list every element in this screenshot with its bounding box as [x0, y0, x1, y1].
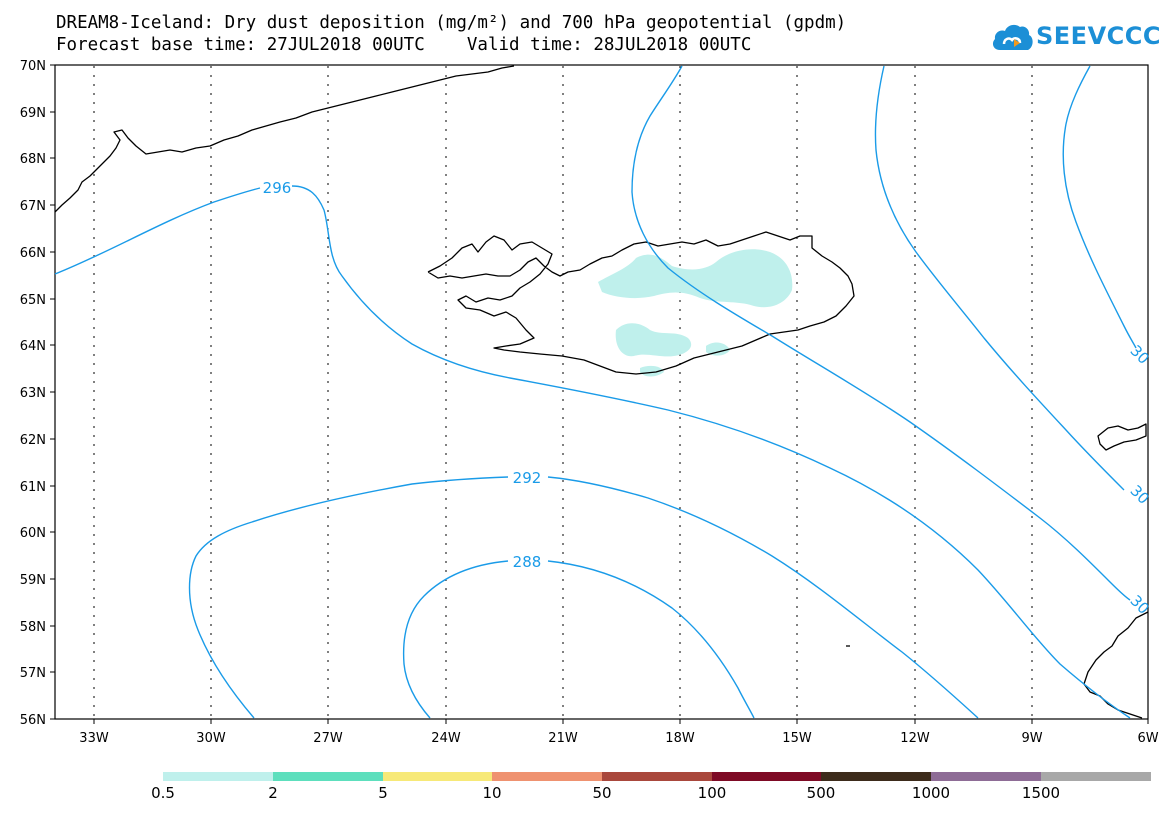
plot-frame	[54, 64, 1149, 720]
latitude-axis	[50, 64, 55, 720]
lat-label: 63N	[20, 386, 46, 401]
longitude-gridlines	[93, 66, 1033, 718]
dust-area-south-coast	[640, 365, 664, 377]
greenland-coast	[54, 65, 515, 213]
contour-300-c	[1062, 65, 1137, 349]
contour-300-b	[874, 65, 1125, 491]
cloud-icon	[992, 24, 1033, 50]
contour-288	[402, 560, 755, 719]
contour-296	[54, 185, 1131, 719]
lat-label: 69N	[20, 106, 46, 121]
contour-label-292: 292	[513, 469, 542, 487]
dust-deposition-areas	[598, 249, 793, 377]
map-title: DREAM8-Iceland: Dry dust deposition (mg/…	[56, 13, 847, 33]
latitude-labels: 70N 69N 68N 67N 66N 65N 64N 63N 62N 61N …	[20, 59, 46, 728]
lat-label: 62N	[20, 433, 46, 448]
longitude-axis	[93, 719, 1149, 724]
lat-label: 68N	[20, 152, 46, 167]
lat-label: 61N	[20, 480, 46, 495]
lon-label: 21W	[548, 731, 578, 746]
logo-text: SEEVCCC	[1036, 22, 1161, 50]
legend-label: 500	[806, 784, 836, 802]
legend-swatch	[273, 772, 383, 781]
geopotential-contours	[54, 65, 1137, 719]
dust-area-south	[615, 323, 692, 357]
longitude-labels: 33W 30W 27W 24W 21W 18W 15W 12W 9W 6W	[79, 731, 1158, 746]
lat-label: 60N	[20, 526, 46, 541]
iceland-coast	[427, 231, 855, 375]
legend-label: 2	[268, 784, 278, 802]
map-subtitle: Forecast base time: 27JUL2018 00UTC Vali…	[56, 35, 752, 55]
legend-label: 0.5	[151, 784, 175, 802]
contour-label-296: 296	[263, 179, 292, 197]
legend-swatch	[1041, 772, 1151, 781]
color-legend	[163, 772, 1151, 781]
legend-label: 50	[592, 784, 612, 802]
legend-swatch	[931, 772, 1041, 781]
contour-292	[188, 476, 979, 719]
dust-area-north	[598, 249, 793, 308]
lat-label: 64N	[20, 339, 46, 354]
lon-label: 6W	[1137, 731, 1158, 746]
legend-swatch	[602, 772, 712, 781]
lon-label: 15W	[782, 731, 812, 746]
legend-label: 1000	[911, 784, 951, 802]
lat-label: 58N	[20, 620, 46, 635]
lat-label: 56N	[20, 713, 46, 728]
faroe-island	[1097, 423, 1147, 451]
lon-label: 30W	[196, 731, 226, 746]
legend-label: 100	[697, 784, 727, 802]
lat-label: 65N	[20, 293, 46, 308]
lon-label: 33W	[79, 731, 109, 746]
legend-label: 10	[482, 784, 502, 802]
lon-label: 27W	[313, 731, 343, 746]
legend-swatch	[712, 772, 821, 781]
legend-swatch	[821, 772, 931, 781]
lat-label: 66N	[20, 246, 46, 261]
legend-swatch	[492, 772, 602, 781]
lat-label: 67N	[20, 199, 46, 214]
legend-swatch	[383, 772, 492, 781]
lon-label: 9W	[1021, 731, 1042, 746]
lon-label: 18W	[665, 731, 695, 746]
contour-300-a	[631, 65, 1131, 601]
legend-label: 1500	[1021, 784, 1061, 802]
lat-label: 70N	[20, 59, 46, 74]
contour-label-288: 288	[513, 553, 542, 571]
lat-label: 59N	[20, 573, 46, 588]
seevccc-logo: SEEVCCC	[990, 18, 1161, 58]
lon-label: 12W	[900, 731, 930, 746]
dust-area-southeast	[706, 342, 730, 356]
lon-label: 24W	[431, 731, 461, 746]
legend-swatch	[163, 772, 273, 781]
lat-label: 57N	[20, 666, 46, 681]
legend-label: 5	[378, 784, 388, 802]
